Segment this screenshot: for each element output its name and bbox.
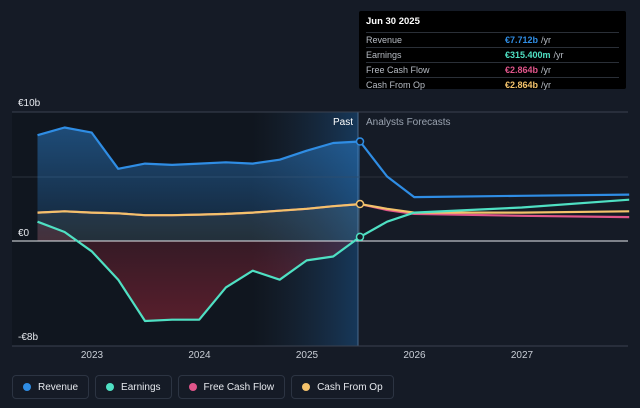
tooltip: Jun 30 2025 Revenue €7.712b /yr Earnings…: [359, 11, 626, 92]
forecast-label: Analysts Forecasts: [366, 117, 450, 128]
y-tick-label: €0: [18, 228, 30, 239]
revenue-line: [37, 126, 630, 199]
legend-label: Free Cash Flow: [203, 381, 275, 393]
earnings-dot-icon: [106, 383, 115, 391]
tooltip-unit: /yr: [553, 50, 564, 60]
legend-item-revenue[interactable]: Revenue: [12, 375, 90, 399]
legend-item-cash-from-op[interactable]: Cash From Op: [291, 375, 394, 399]
tooltip-value: €2.864b: [505, 80, 539, 90]
x-tick-label: 2025: [296, 350, 319, 361]
past-label: Past: [333, 117, 353, 128]
revenue-dot-icon: [23, 383, 31, 391]
x-tick-label: 2026: [403, 350, 426, 361]
legend: Revenue Earnings Free Cash Flow Cash Fro…: [12, 375, 394, 399]
tooltip-unit: /yr: [541, 35, 552, 45]
earnings-marker: [355, 232, 365, 242]
tooltip-value: €2.864b: [505, 65, 539, 75]
tooltip-row-free-cash-flow: Free Cash Flow €2.864b /yr: [366, 62, 619, 77]
y-tick-label: €10b: [18, 98, 41, 109]
x-tick-label: 2023: [81, 350, 104, 361]
revenue-marker: [355, 137, 365, 146]
tooltip-label: Cash From Op: [366, 80, 426, 90]
legend-item-earnings[interactable]: Earnings: [95, 375, 172, 399]
tooltip-value: €315.400m: [505, 50, 551, 60]
tooltip-unit: /yr: [541, 65, 552, 75]
y-tick-label: -€8b: [18, 332, 38, 343]
tooltip-row-revenue: Revenue €7.712b /yr: [366, 32, 619, 47]
legend-label: Earnings: [121, 381, 161, 393]
tooltip-date: Jun 30 2025: [366, 16, 420, 27]
earnings-line: [37, 198, 630, 323]
legend-label: Revenue: [38, 381, 79, 393]
tooltip-unit: /yr: [541, 80, 552, 90]
free-cash-flow-dot-icon: [188, 383, 197, 391]
tooltip-row-cash-from-op: Cash From Op €2.864b /yr: [366, 77, 619, 92]
tooltip-label: Revenue: [366, 35, 403, 45]
earnings-area: [37, 221, 360, 321]
tooltip-label: Free Cash Flow: [366, 65, 430, 75]
cash-from-op-marker: [355, 199, 365, 209]
x-tick-label: 2027: [511, 350, 534, 361]
tooltip-value: €7.712b: [505, 35, 539, 45]
tooltip-label: Earnings: [366, 50, 402, 60]
cash-from-op-line: [37, 203, 630, 217]
cash-from-op-dot-icon: [302, 383, 311, 391]
legend-item-free-cash-flow[interactable]: Free Cash Flow: [177, 375, 286, 399]
legend-label: Cash From Op: [317, 381, 383, 393]
tooltip-row-earnings: Earnings €315.400m /yr: [366, 47, 619, 62]
x-tick-label: 2024: [188, 350, 211, 361]
